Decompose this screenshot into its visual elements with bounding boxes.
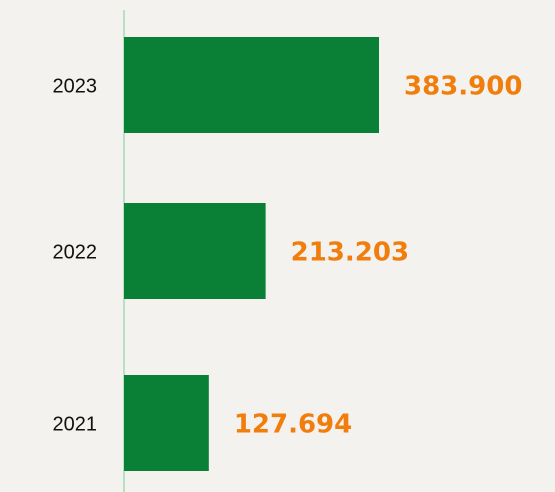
value-label: 213.203: [291, 238, 409, 268]
category-label: 2023: [53, 75, 98, 97]
bar: [124, 375, 209, 471]
bar: [124, 37, 379, 133]
value-label: 127.694: [234, 410, 352, 440]
value-label: 383.900: [404, 72, 522, 102]
bar: [124, 203, 266, 299]
category-label: 2022: [53, 241, 98, 263]
category-label: 2021: [53, 413, 98, 435]
